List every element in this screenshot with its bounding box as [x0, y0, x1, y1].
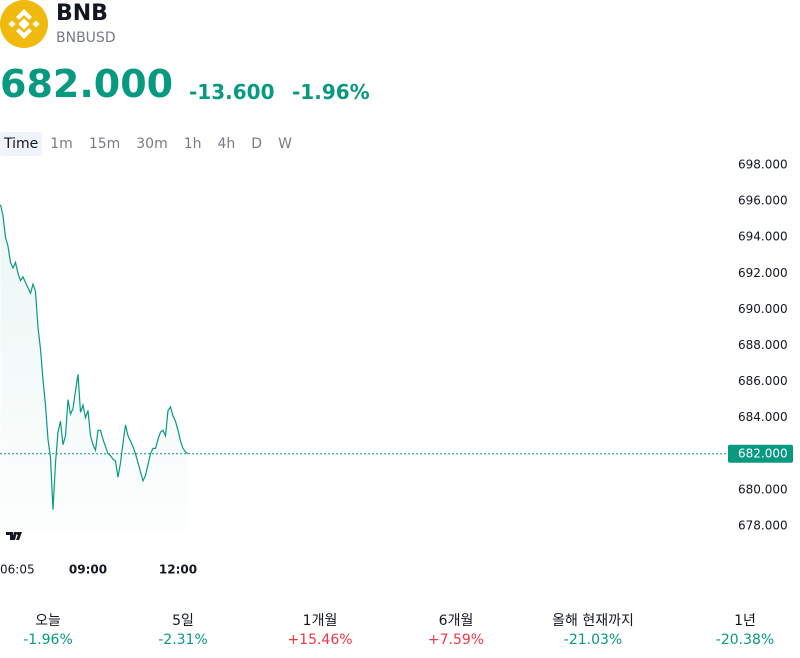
y-tick-label: 690.000: [738, 302, 788, 316]
performance-item[interactable]: 오늘 -1.96%: [0, 610, 118, 648]
period-change: -21.03%: [563, 632, 623, 648]
change: -13.600: [189, 80, 275, 104]
ticker: BNBUSD: [56, 30, 116, 46]
tradingview-logo: [0, 526, 26, 544]
period-change: -2.31%: [158, 632, 208, 648]
period-change: -1.96%: [23, 632, 73, 648]
performance-item[interactable]: 1개월 +15.46%: [250, 610, 390, 648]
last-price-label: 682.000: [738, 446, 788, 460]
period-change: -20.38%: [715, 632, 775, 648]
symbol-logo: [0, 0, 48, 48]
y-tick-label: 698.000: [738, 158, 788, 172]
interval-button[interactable]: 1h: [183, 136, 202, 152]
x-tick-label: 06:05: [0, 563, 35, 577]
interval-button[interactable]: D: [251, 136, 263, 152]
performance-item[interactable]: 6개월 +7.59%: [386, 610, 526, 648]
period-label: 6개월: [438, 613, 474, 629]
period-label: 1개월: [302, 613, 338, 629]
performance-item[interactable]: 올해 현재까지 -21.03%: [523, 610, 663, 648]
period-label: 5일: [172, 613, 194, 629]
y-tick-label: 686.000: [738, 374, 788, 388]
y-tick-label: 696.000: [738, 194, 788, 208]
period-label: 1년: [734, 613, 756, 629]
performance-item[interactable]: 1년 -20.38%: [675, 610, 800, 648]
x-tick-label: 12:00: [159, 563, 197, 577]
y-tick-label: 688.000: [738, 338, 788, 352]
price-line: [0, 204, 189, 510]
period-label: 오늘: [35, 613, 61, 629]
y-tick-label: 680.000: [738, 482, 788, 496]
interval-button[interactable]: 1m: [50, 136, 73, 152]
period-change: +15.46%: [287, 632, 353, 648]
change-percent: -1.96%: [292, 80, 370, 104]
performance-item[interactable]: 5일 -2.31%: [113, 610, 253, 648]
period-label: 올해 현재까지: [552, 613, 634, 629]
interval-bar: Time 1m 15m 30m 1h 4h D W: [0, 132, 300, 156]
period-change: +7.59%: [427, 632, 485, 648]
interval-button[interactable]: 4h: [217, 136, 236, 152]
interval-button[interactable]: 15m: [88, 136, 121, 152]
chart: 678.000 680.000 682.000 684.000 686.000 688.0…: [0, 158, 793, 577]
y-tick-label: 678.000: [738, 519, 788, 533]
interval-button[interactable]: Time: [0, 132, 43, 156]
last-price-box: [728, 444, 793, 463]
symbol: BNB: [56, 1, 108, 26]
interval-button[interactable]: W: [278, 136, 292, 152]
y-tick-label: 694.000: [738, 230, 788, 244]
y-tick-label: 692.000: [738, 266, 788, 280]
y-tick-label: 684.000: [738, 410, 788, 424]
x-tick-label: 09:00: [69, 563, 107, 577]
price-area: [0, 204, 188, 530]
price: 682.000: [0, 62, 174, 106]
interval-button[interactable]: 30m: [136, 136, 168, 152]
